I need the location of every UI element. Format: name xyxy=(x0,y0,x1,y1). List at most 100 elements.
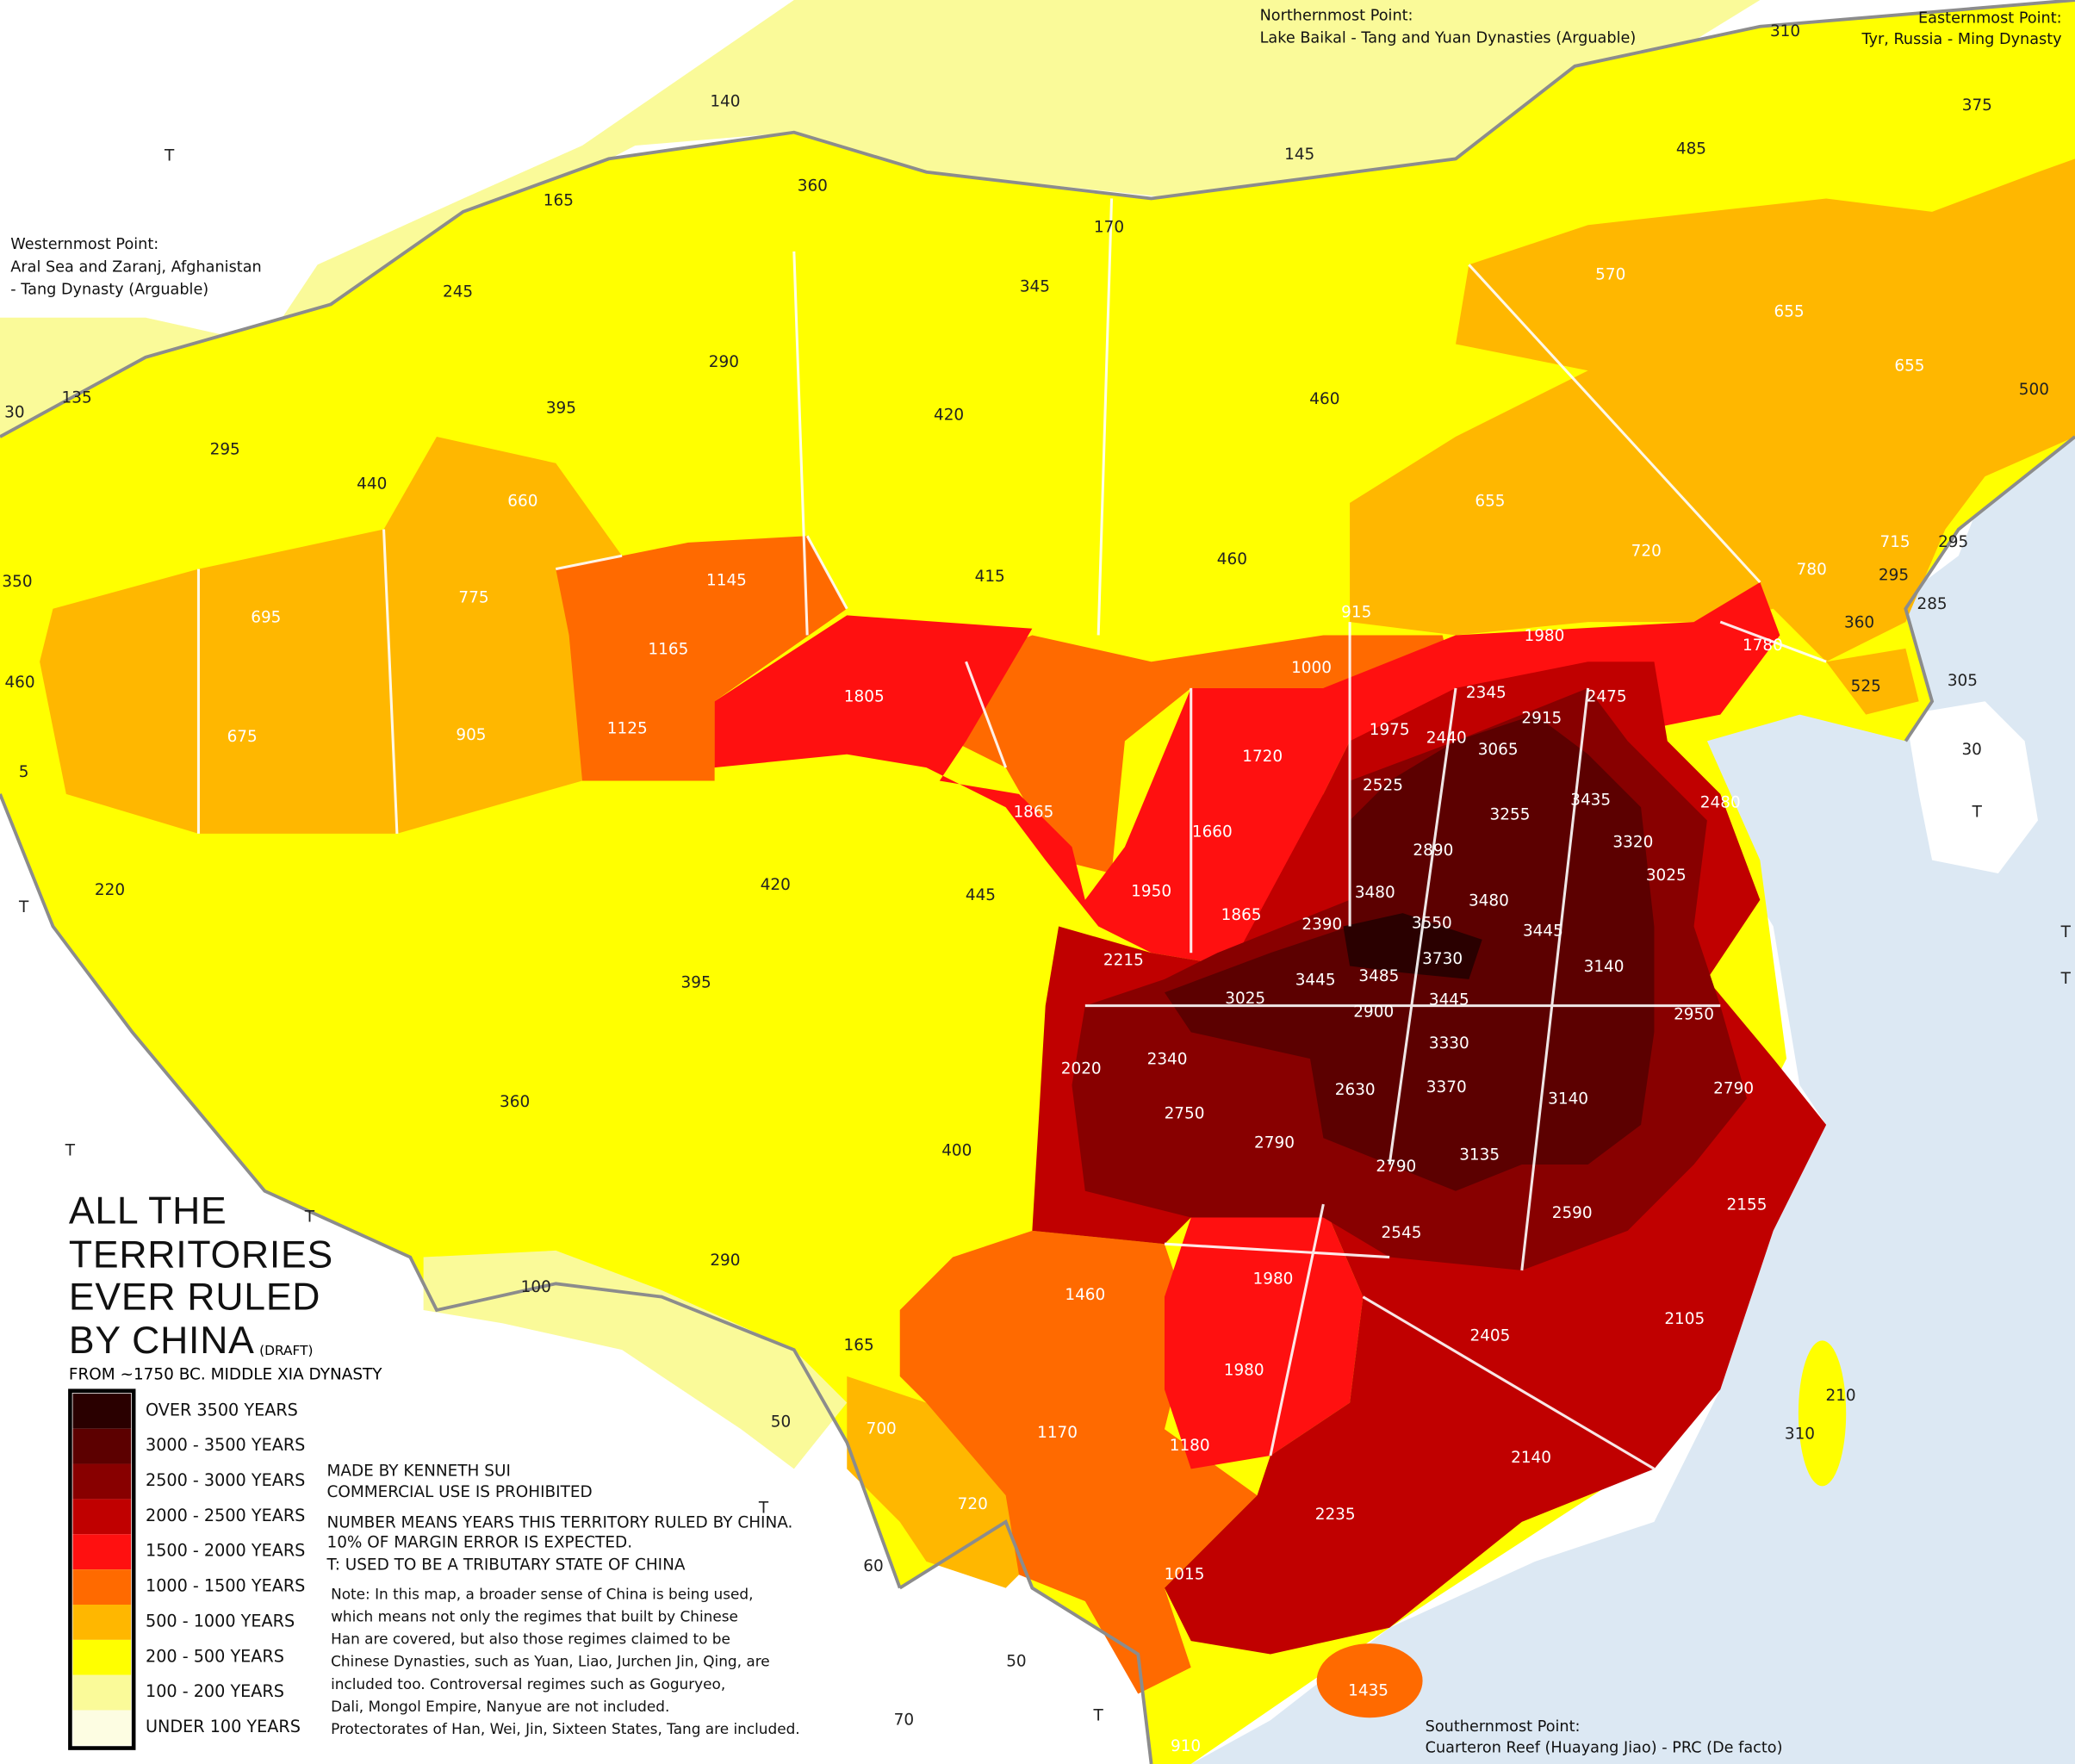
legend-swatch xyxy=(72,1710,132,1746)
region-label: 360 xyxy=(500,1093,530,1111)
zone xyxy=(556,536,848,781)
region-label: 1435 xyxy=(1348,1681,1389,1699)
region-label: 720 xyxy=(1631,543,1662,561)
legend-label: UNDER 100 YEARS xyxy=(146,1717,301,1736)
region-label: 2215 xyxy=(1103,951,1144,969)
region-label: 3330 xyxy=(1429,1034,1469,1053)
region-label: 3320 xyxy=(1612,834,1653,852)
region-label: 295 xyxy=(1938,533,1968,551)
region-label: 2750 xyxy=(1165,1105,1205,1123)
region-label: 2525 xyxy=(1363,777,1403,795)
region-label: 2545 xyxy=(1382,1224,1422,1242)
region-label: 2140 xyxy=(1511,1449,1551,1467)
region-label: 3445 xyxy=(1295,971,1336,989)
region-label: 70 xyxy=(894,1711,914,1729)
region-label: 3435 xyxy=(1570,792,1611,810)
region-label: 715 xyxy=(1879,533,1910,551)
region-label: 3140 xyxy=(1584,958,1625,976)
zone xyxy=(1350,158,2075,662)
region-label: 460 xyxy=(4,674,34,692)
region-label: 655 xyxy=(1475,492,1505,510)
region-label: 1660 xyxy=(1192,823,1233,841)
zone xyxy=(1164,1204,1364,1469)
region-label: 2475 xyxy=(1587,688,1627,706)
region-labels: 1401453103754853601651703452455706552903… xyxy=(2,22,2071,1755)
region-label: 3480 xyxy=(1469,891,1509,910)
region-label: 3025 xyxy=(1225,990,1265,1008)
legend-label: 1000 - 1500 YEARS xyxy=(146,1576,305,1596)
region-label: 3485 xyxy=(1358,967,1399,985)
province-border xyxy=(196,198,1827,1470)
draft: (DRAFT) xyxy=(259,1343,313,1358)
region-label: 695 xyxy=(251,608,281,626)
region-label: 2890 xyxy=(1413,842,1453,860)
legend-label: 2500 - 3000 YEARS xyxy=(146,1470,305,1490)
region-label: 3480 xyxy=(1355,884,1395,902)
region-label: 1000 xyxy=(1291,659,1332,677)
region-label: 905 xyxy=(456,726,486,744)
region-label: 140 xyxy=(710,92,740,110)
region-label: T xyxy=(2060,923,2072,941)
annotation: Lake Baikal - Tang and Yuan Dynasties (A… xyxy=(1260,30,1637,47)
region-label: 485 xyxy=(1676,140,1706,158)
legend-frame xyxy=(68,1388,136,1750)
region-label: 310 xyxy=(1770,22,1800,40)
annotation: - Tang Dynasty (Arguable) xyxy=(10,281,208,298)
legend-swatch xyxy=(72,1639,132,1675)
region-label: 30 xyxy=(4,403,24,421)
region-label: 5 xyxy=(19,763,29,781)
region-label: 2790 xyxy=(1713,1079,1754,1097)
region-label: 3445 xyxy=(1523,922,1563,941)
legend-swatch xyxy=(72,1428,132,1464)
region-label: 290 xyxy=(709,353,739,371)
region-label: 1980 xyxy=(1224,1362,1264,1380)
region-label: 3025 xyxy=(1646,866,1687,885)
korea xyxy=(1905,701,2038,874)
region-label: 460 xyxy=(1217,550,1247,568)
zone xyxy=(953,635,1456,874)
legend-label: 500 - 1000 YEARS xyxy=(146,1611,295,1630)
legend-swatch xyxy=(72,1674,132,1711)
region-label: T xyxy=(2060,970,2072,988)
note-line: Note: In this map, a broader sense of Ch… xyxy=(331,1585,753,1602)
legend-swatch xyxy=(72,1534,132,1570)
region-label: 50 xyxy=(771,1413,791,1432)
note-line: Han are covered, but also those regimes … xyxy=(331,1630,730,1648)
region-label: 3140 xyxy=(1548,1090,1588,1109)
legend-label: 3000 - 3500 YEARS xyxy=(146,1435,305,1455)
region-label: 2440 xyxy=(1426,729,1467,747)
annotation: Cuarteron Reef (Huayang Jiao) - PRC (De … xyxy=(1426,1740,1783,1757)
region-label: 500 xyxy=(2019,381,2049,399)
region-label: 460 xyxy=(1309,390,1339,408)
note-line: which means not only the regimes that bu… xyxy=(331,1607,738,1624)
region-label: 170 xyxy=(1094,218,1124,236)
region-label: 2105 xyxy=(1664,1310,1705,1328)
region-label: 2900 xyxy=(1353,1003,1394,1021)
sea xyxy=(1190,437,2075,1764)
region-label: 915 xyxy=(1341,603,1371,621)
region-label: 2590 xyxy=(1552,1204,1593,1222)
region-label: T xyxy=(18,898,29,916)
credit: MADE BY KENNETH SUI xyxy=(326,1462,510,1480)
region-label: 395 xyxy=(681,974,711,992)
subtitle: FROM ~1750 BC. MIDDLE XIA DYNASTY xyxy=(69,1365,382,1383)
region-label: 2790 xyxy=(1376,1158,1416,1176)
region-label: T xyxy=(1093,1707,1104,1725)
region-label: 360 xyxy=(1844,614,1874,632)
region-label: 1145 xyxy=(706,571,747,589)
region-label: 165 xyxy=(844,1336,874,1354)
region-label: 1180 xyxy=(1170,1437,1210,1455)
region-label: 720 xyxy=(958,1495,988,1513)
region-label: T xyxy=(1972,803,1983,821)
credits: MADE BY KENNETH SUI COMMERCIAL USE IS PRO… xyxy=(326,1462,792,1574)
region-label: 415 xyxy=(975,568,1005,586)
region-label: 1975 xyxy=(1370,721,1410,739)
annotation: Tyr, Russia - Ming Dynasty xyxy=(1861,31,2061,48)
region-label: 525 xyxy=(1851,677,1881,695)
region-label: 210 xyxy=(1825,1387,1855,1405)
region-label: 655 xyxy=(1894,357,1924,376)
note-line: Protectorates of Han, Wei, Jin, Sixteen … xyxy=(331,1720,800,1737)
region-label: 50 xyxy=(1006,1653,1026,1671)
region-label: 2345 xyxy=(1466,684,1507,702)
region-label: 395 xyxy=(546,400,576,418)
